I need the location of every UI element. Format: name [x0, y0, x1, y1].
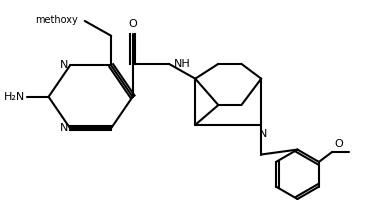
Text: N: N — [259, 129, 267, 139]
Text: H₂N: H₂N — [4, 92, 26, 102]
Text: NH: NH — [174, 59, 191, 69]
Text: N: N — [60, 123, 68, 133]
Text: O: O — [128, 19, 137, 29]
Text: N: N — [60, 61, 68, 70]
Text: methoxy: methoxy — [36, 15, 78, 25]
Text: O: O — [335, 139, 343, 149]
